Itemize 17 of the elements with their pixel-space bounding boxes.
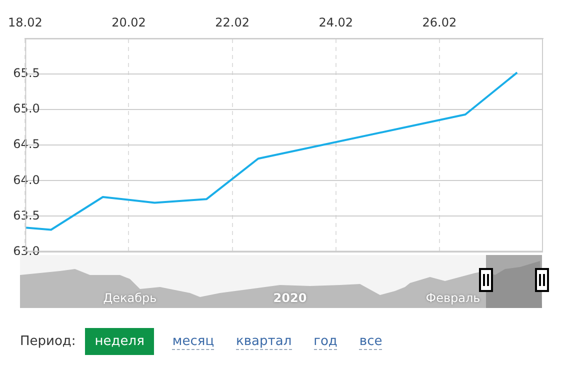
text: Февраль (426, 291, 480, 305)
x-tick-label: 22.02 (215, 15, 250, 30)
text: Период: (20, 334, 76, 349)
y-tick-label: 65.0 (13, 102, 40, 116)
text: все (359, 334, 382, 350)
x-tick-label: 26.02 (422, 15, 457, 30)
x-tick-label: 24.02 (318, 15, 354, 30)
text: Декабрь (103, 291, 157, 305)
text: неделя (84, 328, 154, 355)
text: 2020 (273, 291, 307, 305)
text: год (314, 334, 338, 350)
text: квартал (236, 334, 292, 350)
text: месяц (172, 334, 214, 350)
x-tick-label: 20.02 (112, 15, 146, 30)
y-tick-label: 63.5 (13, 208, 40, 222)
x-tick-label: 18.02 (8, 15, 42, 30)
y-tick-label: 65.5 (13, 66, 40, 80)
